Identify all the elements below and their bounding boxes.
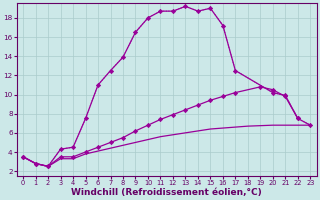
X-axis label: Windchill (Refroidissement éolien,°C): Windchill (Refroidissement éolien,°C) (71, 188, 262, 197)
